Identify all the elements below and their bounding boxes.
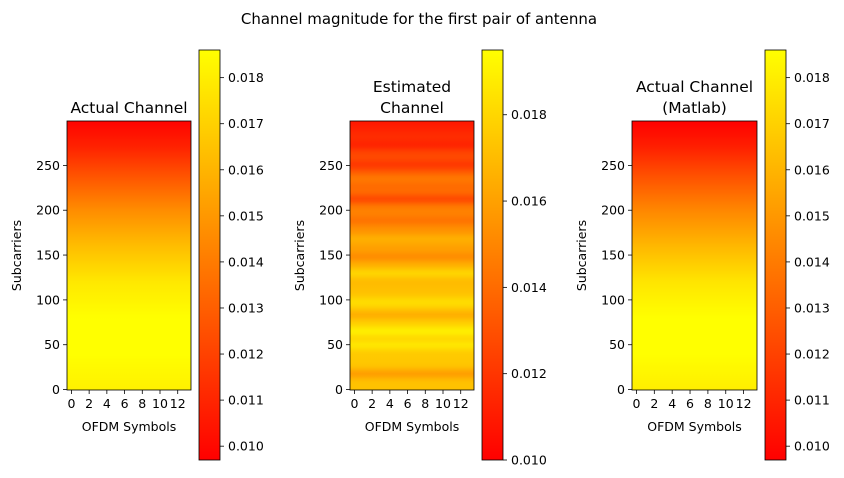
x-tick-label: 12 [736, 396, 752, 411]
x-tick-label: 2 [85, 396, 93, 411]
colorbar-tick-label: 0.011 [794, 393, 830, 408]
axes-frame [349, 120, 475, 391]
heatmap-image [350, 121, 474, 390]
colorbar-frame [481, 49, 504, 461]
x-tick-label: 12 [170, 396, 186, 411]
x-tick-label: 8 [421, 396, 429, 411]
colorbar-tick-label: 0.010 [794, 439, 830, 454]
x-tick-label: 4 [103, 396, 111, 411]
x-tick-label: 0 [350, 396, 358, 411]
y-tick-label: 200 [36, 203, 60, 218]
y-tick-label: 100 [36, 292, 60, 307]
heatmap-image [67, 121, 191, 390]
x-axis-label: OFDM Symbols [365, 419, 460, 434]
y-tick-label: 0 [52, 382, 60, 397]
y-tick-label: 100 [319, 292, 343, 307]
x-tick-label: 8 [704, 396, 712, 411]
colorbar [482, 50, 503, 460]
colorbar-tick-label: 0.016 [511, 194, 547, 209]
x-tick-label: 8 [138, 396, 146, 411]
y-tick-label: 250 [319, 158, 343, 173]
x-tick-label: 12 [453, 396, 469, 411]
panel-title: Estimated [373, 78, 451, 96]
colorbar-tick-label: 0.013 [794, 300, 830, 315]
x-tick-label: 4 [386, 396, 394, 411]
panel-title: Actual Channel [70, 99, 187, 117]
figure-title: Channel magnitude for the first pair of … [241, 10, 597, 28]
colorbar-tick-label: 0.013 [228, 300, 264, 315]
colorbar-tick-label: 0.018 [511, 107, 547, 122]
colorbar-tick-label: 0.014 [228, 254, 264, 269]
colorbar-tick-label: 0.018 [794, 70, 830, 85]
axes-frame [66, 120, 192, 391]
y-tick-label: 0 [617, 382, 625, 397]
y-tick-label: 200 [601, 203, 625, 218]
x-tick-label: 0 [632, 396, 640, 411]
x-tick-label: 10 [718, 396, 734, 411]
colorbar-tick-label: 0.016 [228, 162, 264, 177]
colorbar-tick-label: 0.014 [511, 280, 547, 295]
y-tick-label: 50 [44, 337, 60, 352]
colorbar-tick-label: 0.010 [511, 453, 547, 468]
x-tick-label: 2 [368, 396, 376, 411]
colorbar-frame [764, 49, 787, 461]
panel-title: Actual Channel [636, 78, 753, 96]
colorbar-tick-label: 0.018 [228, 70, 264, 85]
colorbar [199, 50, 220, 460]
y-tick-label: 50 [609, 337, 625, 352]
x-tick-label: 4 [668, 396, 676, 411]
x-axis-label: OFDM Symbols [82, 419, 177, 434]
x-axis-label: OFDM Symbols [647, 419, 742, 434]
y-tick-label: 100 [601, 292, 625, 307]
y-tick-label: 0 [335, 382, 343, 397]
colorbar-tick-label: 0.010 [228, 439, 264, 454]
y-axis-label: Subcarriers [9, 220, 24, 291]
y-tick-label: 250 [36, 158, 60, 173]
x-tick-label: 6 [686, 396, 694, 411]
y-tick-label: 150 [319, 248, 343, 263]
panel-title: (Matlab) [662, 99, 727, 117]
colorbar-tick-label: 0.015 [228, 208, 264, 223]
axes-frame [631, 120, 758, 391]
x-tick-label: 2 [650, 396, 658, 411]
y-tick-label: 150 [601, 248, 625, 263]
colorbar-tick-label: 0.015 [794, 208, 830, 223]
panel-title: Channel [380, 99, 444, 117]
colorbar-tick-label: 0.012 [511, 366, 547, 381]
y-tick-label: 50 [327, 337, 343, 352]
x-tick-label: 6 [121, 396, 129, 411]
colorbar-tick-label: 0.017 [228, 116, 264, 131]
colorbar-frame [198, 49, 221, 461]
x-tick-label: 10 [435, 396, 451, 411]
y-tick-label: 150 [36, 248, 60, 263]
colorbar-tick-label: 0.016 [794, 162, 830, 177]
colorbar-tick-label: 0.012 [794, 347, 830, 362]
x-tick-label: 10 [152, 396, 168, 411]
y-tick-label: 200 [319, 203, 343, 218]
x-tick-label: 6 [404, 396, 412, 411]
colorbar-tick-label: 0.012 [228, 347, 264, 362]
colorbar [765, 50, 786, 460]
y-axis-label: Subcarriers [292, 220, 307, 291]
x-tick-label: 0 [67, 396, 75, 411]
y-tick-label: 250 [601, 158, 625, 173]
heatmap-image [632, 121, 757, 390]
colorbar-tick-label: 0.017 [794, 116, 830, 131]
colorbar-tick-label: 0.014 [794, 254, 830, 269]
y-axis-label: Subcarriers [574, 220, 589, 291]
colorbar-tick-label: 0.011 [228, 393, 264, 408]
